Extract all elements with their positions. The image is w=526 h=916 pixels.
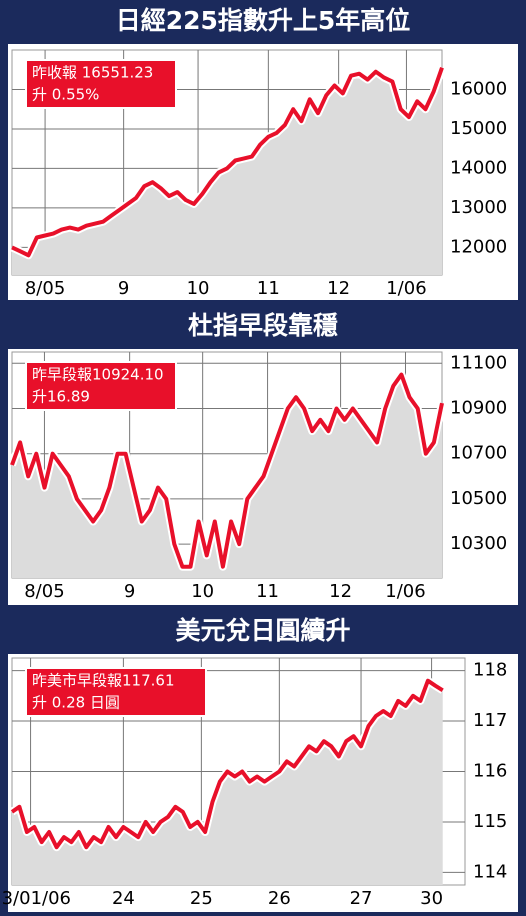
y-tick-label: 14000 — [450, 157, 507, 178]
x-tick-label: 8/05 — [24, 581, 64, 602]
x-tick-label: 11 — [257, 278, 280, 299]
y-tick-label: 115 — [473, 811, 507, 832]
chart-title: 美元兌日圓續升 — [175, 616, 350, 645]
y-tick-label: 10700 — [450, 443, 507, 464]
annotation: 昨美市早段報117.61 — [32, 672, 175, 690]
y-tick-label: 114 — [473, 861, 507, 882]
x-tick-label: 27 — [350, 888, 373, 909]
x-tick-label: 24 — [112, 888, 135, 909]
chart-title: 日經225指數升上5年高位 — [116, 6, 411, 35]
annotation: 升 0.28 日圓 — [32, 694, 120, 712]
y-tick-label: 12000 — [450, 236, 507, 257]
x-tick-label: 1/06 — [385, 581, 425, 602]
x-tick-label: 9 — [124, 581, 135, 602]
annotation: 昨早段報10924.10 — [32, 366, 164, 384]
annotation-box — [25, 667, 207, 717]
x-tick-label: 30 — [420, 888, 443, 909]
y-tick-label: 118 — [473, 660, 507, 681]
annotation: 升 0.55% — [32, 86, 99, 104]
y-tick-label: 16000 — [450, 78, 507, 99]
x-tick-label: 25 — [190, 888, 213, 909]
chart-title: 杜指早段靠穩 — [188, 311, 338, 340]
y-tick-label: 15000 — [450, 118, 507, 139]
y-tick-label: 11100 — [450, 352, 507, 373]
x-tick-label: 10 — [191, 581, 214, 602]
annotation-box — [25, 59, 177, 109]
x-tick-label: 26 — [268, 888, 291, 909]
x-tick-label: 11 — [256, 581, 279, 602]
x-tick-label: 23/01/06 — [0, 888, 71, 909]
x-tick-label: 1/06 — [386, 278, 426, 299]
annotation-box — [25, 361, 177, 411]
price-line — [10, 678, 444, 850]
x-tick-label: 10 — [187, 278, 210, 299]
price-line — [11, 67, 444, 258]
x-tick-label: 9 — [118, 278, 129, 299]
y-tick-label: 10900 — [450, 398, 507, 419]
x-tick-label: 12 — [329, 581, 352, 602]
annotation: 升16.89 — [32, 388, 90, 406]
y-tick-label: 116 — [473, 761, 507, 782]
y-tick-label: 13000 — [450, 197, 507, 218]
annotation: 昨收報 16551.23 — [32, 64, 153, 82]
x-tick-label: 12 — [327, 278, 350, 299]
y-tick-label: 117 — [473, 710, 507, 731]
y-tick-label: 10500 — [450, 488, 507, 509]
x-tick-label: 8/05 — [25, 278, 65, 299]
y-tick-label: 10300 — [450, 533, 507, 554]
price-line — [10, 372, 444, 569]
